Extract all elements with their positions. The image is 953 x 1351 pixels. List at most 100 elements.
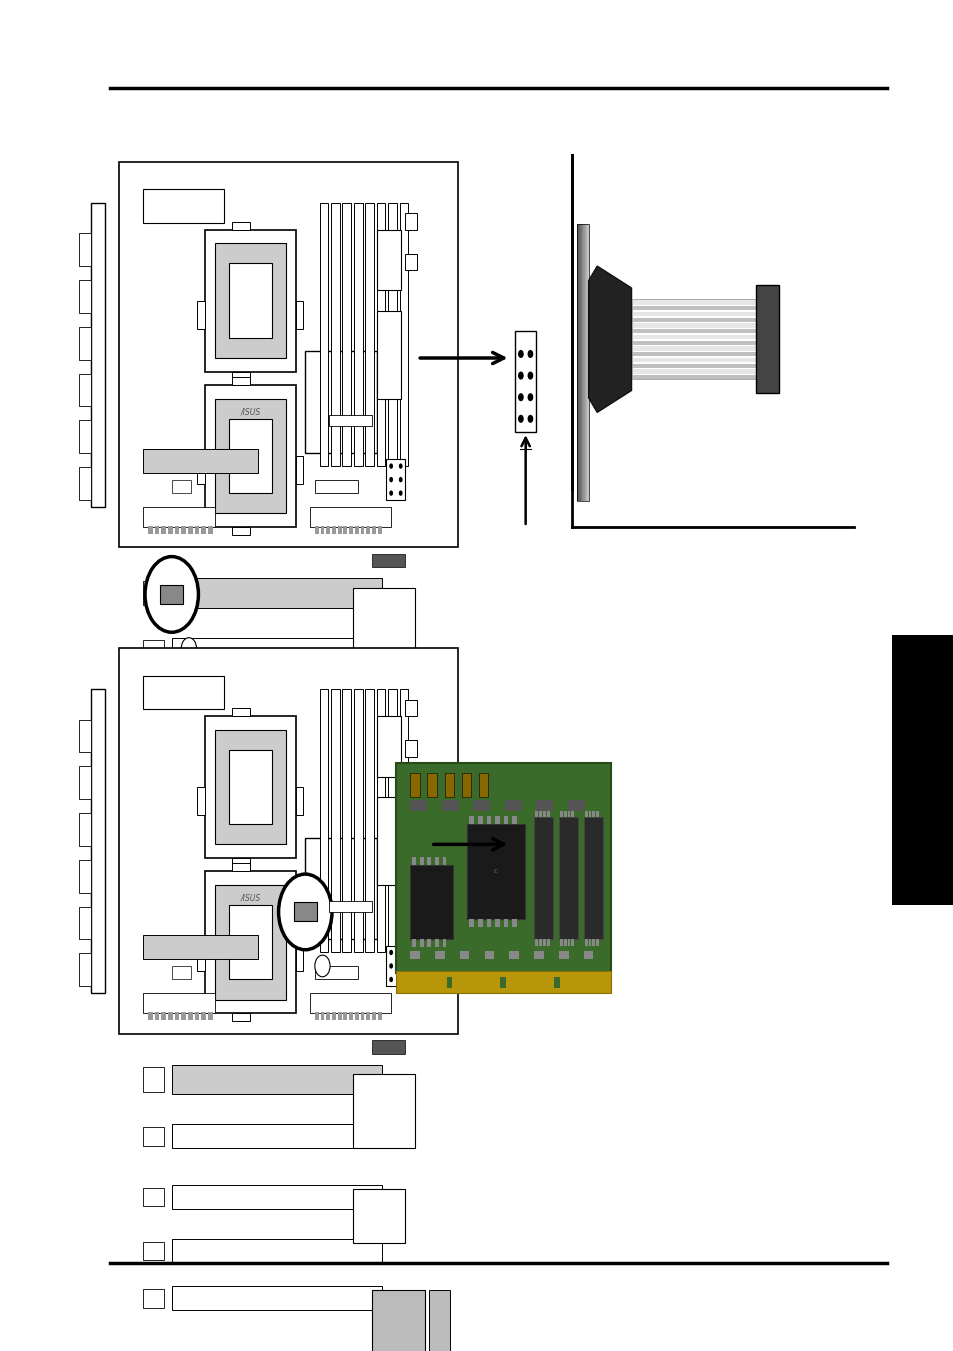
Bar: [405, 740, 416, 757]
Bar: [168, 1012, 172, 1020]
Bar: [319, 203, 328, 466]
Bar: [631, 312, 755, 316]
Bar: [584, 939, 587, 946]
Bar: [512, 816, 517, 824]
Bar: [444, 773, 454, 797]
Bar: [486, 816, 491, 824]
Bar: [559, 939, 562, 946]
Bar: [233, 527, 250, 535]
Bar: [588, 811, 591, 817]
Bar: [79, 234, 91, 266]
Circle shape: [389, 950, 393, 955]
Bar: [486, 919, 491, 927]
Bar: [583, 817, 602, 939]
Bar: [577, 224, 588, 501]
Bar: [427, 857, 431, 865]
Bar: [461, 773, 471, 797]
Bar: [143, 866, 164, 884]
Bar: [148, 526, 152, 534]
Bar: [376, 716, 400, 777]
Bar: [320, 526, 324, 534]
Bar: [360, 526, 364, 534]
Bar: [534, 951, 543, 959]
Circle shape: [398, 977, 402, 982]
Bar: [376, 203, 385, 466]
Bar: [410, 951, 419, 959]
Bar: [79, 374, 91, 407]
Bar: [154, 1012, 159, 1020]
Bar: [376, 230, 400, 290]
Bar: [342, 203, 351, 466]
Bar: [542, 811, 545, 817]
Bar: [596, 811, 598, 817]
Bar: [353, 1189, 405, 1243]
Circle shape: [517, 415, 523, 423]
Bar: [484, 951, 494, 959]
Bar: [631, 363, 755, 367]
Bar: [337, 526, 341, 534]
Bar: [410, 773, 419, 797]
Bar: [194, 526, 199, 534]
Bar: [172, 865, 350, 885]
Bar: [442, 857, 446, 865]
Bar: [295, 943, 303, 970]
Bar: [148, 1012, 152, 1020]
Bar: [427, 939, 431, 947]
Bar: [571, 811, 574, 817]
Circle shape: [517, 350, 523, 358]
Bar: [349, 526, 353, 534]
Bar: [467, 824, 524, 919]
Bar: [343, 1012, 347, 1020]
Bar: [366, 526, 370, 534]
Bar: [535, 811, 537, 817]
Bar: [588, 939, 591, 946]
Bar: [79, 280, 91, 313]
Bar: [172, 480, 191, 493]
Circle shape: [517, 393, 523, 401]
Bar: [446, 977, 452, 988]
Bar: [233, 222, 250, 230]
Bar: [143, 1188, 164, 1206]
Bar: [477, 816, 482, 824]
Bar: [172, 698, 381, 723]
Circle shape: [181, 638, 196, 659]
Bar: [143, 993, 214, 1013]
Text: /ISUS: /ISUS: [240, 408, 260, 416]
Bar: [79, 813, 91, 846]
Bar: [567, 800, 584, 811]
Bar: [295, 301, 303, 330]
Bar: [509, 951, 518, 959]
Bar: [295, 457, 303, 485]
Text: /ISUS: /ISUS: [240, 894, 260, 902]
Bar: [360, 1012, 364, 1020]
Circle shape: [517, 372, 523, 380]
Bar: [201, 1012, 206, 1020]
Bar: [755, 285, 779, 393]
Bar: [143, 907, 164, 924]
Bar: [205, 230, 295, 372]
Circle shape: [389, 463, 393, 469]
Bar: [174, 1012, 179, 1020]
Bar: [558, 817, 578, 939]
Bar: [205, 716, 295, 858]
Circle shape: [527, 350, 533, 358]
Bar: [172, 966, 191, 979]
Bar: [891, 635, 953, 905]
Bar: [326, 526, 330, 534]
Bar: [631, 340, 755, 345]
Circle shape: [398, 463, 402, 469]
Bar: [143, 1242, 164, 1260]
Bar: [372, 1290, 424, 1351]
Bar: [174, 526, 179, 534]
Bar: [495, 919, 499, 927]
Bar: [395, 763, 610, 973]
Bar: [233, 1013, 250, 1021]
Bar: [305, 838, 376, 939]
Bar: [79, 907, 91, 939]
Circle shape: [398, 477, 402, 482]
Bar: [372, 526, 375, 534]
Bar: [631, 369, 755, 374]
Bar: [386, 946, 405, 986]
Bar: [365, 689, 374, 952]
Bar: [410, 800, 427, 811]
